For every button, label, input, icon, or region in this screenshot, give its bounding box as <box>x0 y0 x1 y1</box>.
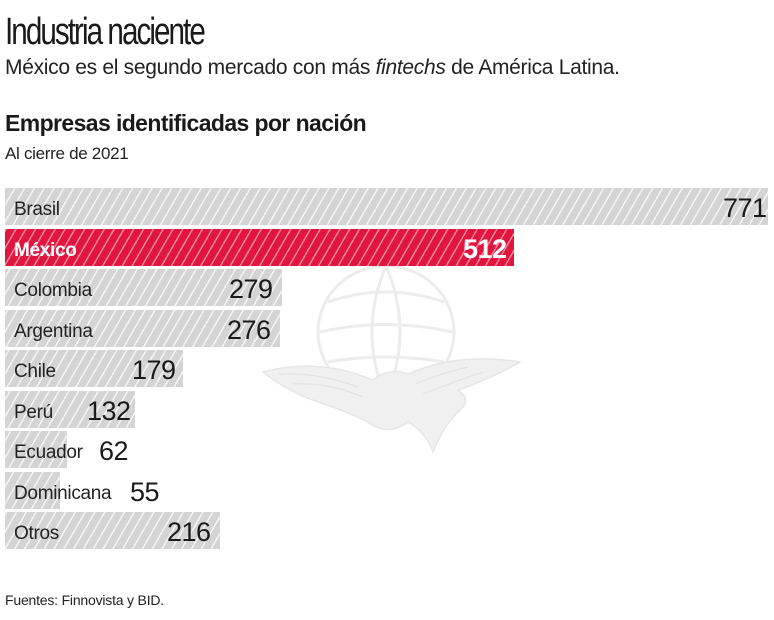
chart-subtitle: Al cierre de 2021 <box>5 144 129 163</box>
bar-row-brasil: Brasil 771 <box>5 188 770 225</box>
bar-row-ecuador: Ecuador 62 <box>5 431 770 468</box>
bar-label: México <box>14 239 77 261</box>
bar-row-argentina: Argentina 276 <box>5 309 770 347</box>
bar-row-colombia: Colombia 279 <box>5 269 770 306</box>
bar-argentina <box>5 309 280 347</box>
bar-label: Brasil <box>14 199 60 220</box>
bar-row-otros: Otros 216 <box>5 512 770 549</box>
bar-label: Colombia <box>14 280 92 301</box>
bar-row-mexico: México 512 <box>5 228 770 266</box>
bar-label: Perú <box>14 401 53 423</box>
bar-value: 279 <box>229 274 273 304</box>
bar-value: 132 <box>87 395 131 426</box>
bar-value: 62 <box>99 436 129 466</box>
subtitle-italic-term: fintechs <box>375 56 446 79</box>
bar-chart: Brasil 771 México 512 Colombia 279 Argen… <box>5 188 770 553</box>
bar-mexico <box>5 228 514 266</box>
bar-dominicana <box>5 471 60 509</box>
subtitle-text-after: de América Latina. <box>445 56 620 79</box>
bar-row-dominicana: Dominicana 55 <box>5 471 770 509</box>
bar-row-peru: Perú 132 <box>5 390 770 428</box>
bar-brasil <box>5 188 768 225</box>
eagle-emblem-icon <box>261 264 523 455</box>
chart-title: Empresas identificadas por nación <box>5 110 367 136</box>
bar-colombia <box>5 269 282 306</box>
page-subtitle: México es el segundo mercado con más fin… <box>5 54 620 82</box>
bar-peru <box>5 390 135 428</box>
bar-value: 179 <box>132 355 176 385</box>
bar-label: Chile <box>14 361 56 382</box>
bar-label: Ecuador <box>14 442 83 463</box>
bar-label: Dominicana <box>14 482 112 504</box>
bar-row-chile: Chile 179 <box>5 350 770 387</box>
bar-value: 771 <box>723 193 767 223</box>
bar-otros <box>5 512 220 549</box>
bar-value: 276 <box>227 314 271 345</box>
bar-value: 512 <box>463 233 507 264</box>
bar-chile <box>5 350 183 387</box>
bar-label: Argentina <box>14 320 93 342</box>
bar-ecuador <box>5 431 67 468</box>
bar-value: 216 <box>167 517 211 547</box>
subtitle-text-before: México es el segundo mercado con más <box>5 56 376 79</box>
bar-value: 55 <box>130 476 160 507</box>
bar-label: Otros <box>14 523 59 544</box>
page-title: Industria naciente <box>5 11 206 53</box>
source-note: Fuentes: Finnovista y BID. <box>5 592 164 608</box>
